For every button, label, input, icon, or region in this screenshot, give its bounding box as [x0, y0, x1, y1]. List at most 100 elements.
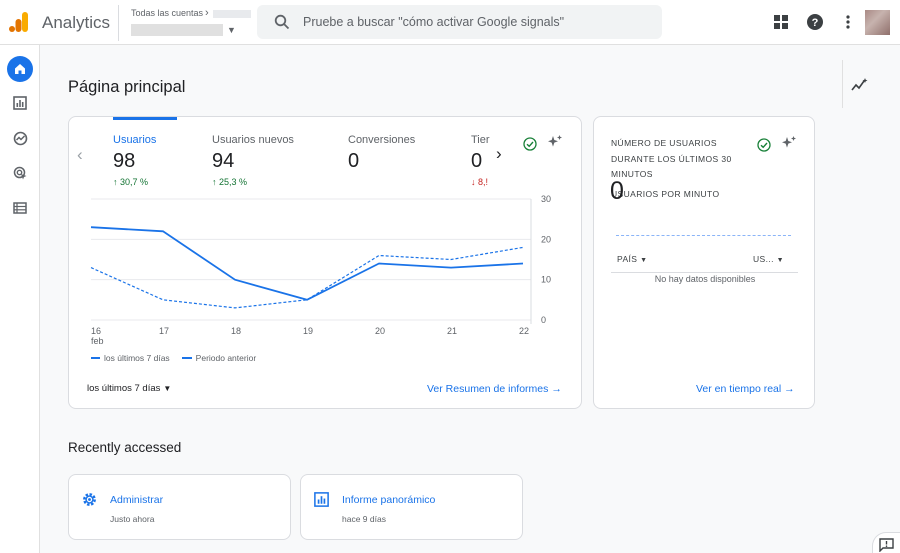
chevron-right-icon[interactable]: ›	[496, 144, 502, 163]
view-realtime-label: Ver en tiempo real	[696, 383, 782, 395]
arrow-up-icon: ↑	[212, 177, 220, 187]
gear-icon	[83, 493, 96, 506]
x-tick-label: 16	[91, 326, 101, 336]
analytics-logo-icon[interactable]	[8, 11, 30, 33]
view-reports-link[interactable]: Ver Resumen de informes →	[427, 383, 562, 395]
metric-tab-users[interactable]: Usuarios 98 ↑ 30,7 %	[113, 134, 156, 187]
dropdown-arrow-icon: ▼	[227, 25, 236, 35]
sparkle-icon[interactable]	[547, 134, 563, 150]
check-circle-icon[interactable]	[523, 137, 537, 151]
x-tick-label: 17	[159, 326, 169, 336]
home-icon	[15, 64, 25, 74]
nav-configure[interactable]	[7, 195, 33, 221]
app-name: Analytics	[42, 13, 111, 32]
nav-advertising[interactable]	[7, 160, 33, 186]
metric-change: 30,7 %	[120, 177, 149, 187]
view-realtime-link[interactable]: Ver en tiempo real →	[696, 383, 795, 395]
metric-label: Conversiones	[348, 134, 416, 146]
empty-state: No hay datos disponibles	[654, 274, 756, 284]
dropdown-arrow-icon: ▼	[640, 257, 648, 264]
account-selector[interactable]: Todas las cuentas › ▼	[118, 5, 251, 41]
avatar[interactable]	[865, 10, 890, 35]
apps-grid-icon[interactable]	[772, 13, 790, 31]
account-label: Todas las cuentas	[131, 8, 204, 18]
y-tick-label: 0	[541, 315, 546, 325]
report-icon	[314, 492, 329, 507]
left-nav-rail	[0, 45, 40, 553]
sparkle-icon[interactable]	[781, 135, 797, 151]
metric-label: Usuarios nuevos	[212, 134, 294, 146]
chart-legend: los últimos 7 días Periodo anterior	[91, 353, 256, 363]
realtime-title: Número de usuarios durante los últimos 3…	[611, 138, 732, 179]
check-circle-icon[interactable]	[757, 138, 771, 152]
series-line-current	[90, 226, 524, 301]
dropdown-arrow-icon: ▼	[776, 257, 785, 264]
recent-item-time: hace 9 días	[342, 514, 386, 524]
top-app-bar: Analytics Todas las cuentas › ▼ Pruebe a …	[0, 0, 900, 45]
series-line-previous	[90, 246, 524, 309]
legend-dashed-swatch	[181, 357, 192, 359]
insights-button[interactable]	[842, 60, 900, 108]
explore-icon	[13, 131, 27, 145]
metric-tab-new-users[interactable]: Usuarios nuevos 94 ↑ 25,3 %	[212, 134, 294, 187]
metric-value: 98	[113, 150, 136, 172]
arrow-up-icon: ↑	[113, 177, 121, 187]
realtime-value: 0	[610, 177, 624, 205]
legend-previous: Periodo anterior	[195, 353, 257, 363]
feedback-button[interactable]	[872, 532, 900, 553]
metric-label: Tier	[471, 134, 490, 146]
dropdown-arrow-icon: ▼	[163, 384, 172, 393]
x-tick-label: 20	[375, 326, 385, 336]
table-divider	[611, 272, 798, 273]
overview-card: ‹ Usuarios 98 ↑ 30,7 % Usuarios nuevos 9…	[68, 116, 582, 409]
more-vert-icon[interactable]	[839, 13, 857, 31]
y-tick-label: 10	[541, 275, 551, 285]
active-tab-indicator	[113, 117, 177, 120]
search-input[interactable]: Pruebe a buscar "cómo activar Google sig…	[303, 15, 565, 29]
date-range-dropdown[interactable]: los últimos 7 días ▼	[87, 383, 171, 394]
chevron-right-icon: ›	[205, 7, 209, 19]
recently-accessed-title: Recently accessed	[68, 440, 182, 455]
redacted-account	[212, 9, 251, 18]
legend-solid-swatch	[91, 357, 100, 359]
y-tick-label: 20	[541, 234, 551, 244]
arrow-right-icon: →	[784, 383, 795, 395]
metric-value: 0	[471, 150, 483, 172]
search-icon	[274, 14, 290, 30]
page-title: Página principal	[68, 78, 186, 96]
x-tick-label: 22	[519, 326, 529, 336]
x-tick-label: 18	[231, 326, 241, 336]
metric-tab-time[interactable]: Tier 0 ↓ 8,!	[471, 134, 491, 187]
advertising-icon	[13, 166, 26, 179]
column-users[interactable]: US... ▼	[753, 254, 784, 264]
nav-home[interactable]	[7, 56, 33, 82]
help-icon[interactable]: ?	[806, 13, 824, 31]
x-tick-label: 21	[447, 326, 457, 336]
nav-reports[interactable]	[7, 90, 33, 116]
feedback-icon	[879, 538, 894, 552]
column-users-label: US...	[753, 254, 774, 264]
date-range-label: los últimos 7 días	[87, 383, 161, 394]
nav-explore[interactable]	[7, 125, 33, 151]
bar-chart-icon	[13, 96, 27, 110]
metric-change: 25,3 %	[219, 177, 248, 187]
search-bar[interactable]: Pruebe a buscar "cómo activar Google sig…	[257, 5, 662, 39]
insights-icon	[851, 78, 868, 91]
users-line-chart: 0 10 20 30 16 17 18 19 20 21 22 feb	[90, 194, 551, 346]
column-country-label: PAÍS	[617, 254, 638, 264]
view-reports-label: Ver Resumen de informes	[427, 383, 549, 395]
arrow-right-icon: →	[551, 383, 562, 395]
legend-current: los últimos 7 días	[104, 353, 170, 363]
metric-tab-conversions[interactable]: Conversiones 0	[348, 134, 415, 173]
y-tick-label: 30	[541, 194, 551, 204]
x-sub-label: feb	[91, 336, 104, 346]
metric-value: 0	[348, 150, 360, 172]
svg-text:?: ?	[812, 17, 819, 29]
chevron-left-icon[interactable]: ‹	[77, 145, 83, 164]
recent-item-admin[interactable]: Administrar Justo ahora	[68, 474, 291, 540]
arrow-down-icon: ↓	[471, 177, 479, 187]
recent-item-report[interactable]: Informe panorámico hace 9 días	[300, 474, 523, 540]
column-country[interactable]: PAÍS ▼	[617, 254, 647, 264]
realtime-sparkline	[616, 235, 791, 236]
redacted-property	[131, 24, 223, 36]
